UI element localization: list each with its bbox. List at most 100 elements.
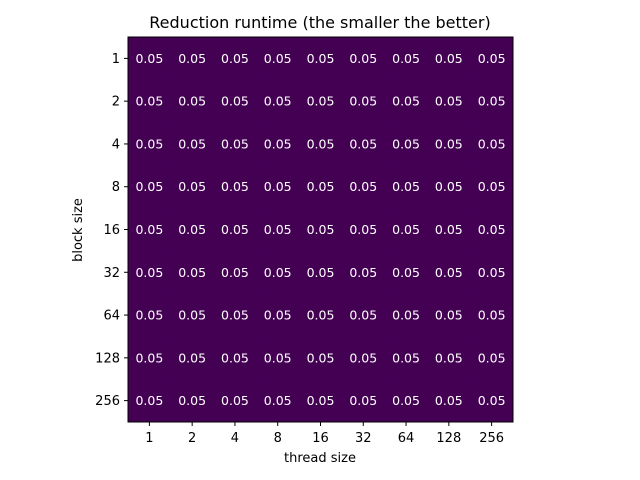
heatmap-cell-value: 0.05 [135,222,163,237]
heatmap-cell [299,37,343,81]
heatmap-cell-value: 0.05 [435,179,463,194]
heatmap-cell-value: 0.05 [178,222,206,237]
heatmap-cell [128,208,172,252]
heatmap-cell [470,37,514,81]
heatmap-cell [384,165,428,209]
heatmap-cell [341,293,386,337]
heatmap-cell [299,293,343,337]
y-tick-label: 128 [95,351,120,366]
heatmap-cell-value: 0.05 [264,51,292,66]
heatmap-cell-value: 0.05 [392,179,420,194]
heatmap-cell-value: 0.05 [307,136,335,151]
heatmap-cell [299,250,343,295]
y-tick-label: 1 [112,52,120,67]
heatmap-cell [256,122,300,166]
heatmap-cell-value: 0.05 [178,308,206,323]
heatmap-cell-value: 0.05 [392,51,420,66]
heatmap-cell-value: 0.05 [435,393,463,408]
heatmap-cell-value: 0.05 [307,265,335,280]
x-tick-label: 16 [312,431,329,446]
x-tick-label: 8 [274,431,282,446]
heatmap-cell [128,165,172,209]
heatmap-cell [170,379,215,423]
heatmap-cell-value: 0.05 [435,350,463,365]
y-tick-label: 32 [103,266,120,281]
heatmap-cell [427,37,471,81]
heatmap-cell-value: 0.05 [264,94,292,109]
heatmap-cell [213,250,257,295]
heatmap-cell-value: 0.05 [392,308,420,323]
x-tick-label: 32 [355,431,372,446]
x-tick-label: 4 [231,431,239,446]
heatmap-cell [299,336,343,380]
x-tick-label: 256 [479,431,504,446]
x-axis-ticks: 1 2 4 8 16 32 64 128 256 [145,422,504,446]
heatmap-cell-value: 0.05 [135,94,163,109]
heatmap-cell-value: 0.05 [435,222,463,237]
heatmap-cell-value: 0.05 [178,350,206,365]
chart-title: Reduction runtime (the smaller the bette… [149,13,490,32]
heatmap-cell-value: 0.05 [178,51,206,66]
heatmap-cell [470,79,514,124]
heatmap-cell [299,165,343,209]
heatmap-cell-value: 0.05 [221,350,249,365]
heatmap-cell [256,293,300,337]
heatmap-cell [427,122,471,166]
x-tick-label: 64 [398,431,415,446]
heatmap-cell-labels: 0.05 0.05 0.05 0.05 0.05 0.05 0.05 0.05 0.05 0.05… [135,51,505,408]
heatmap-cell [256,250,300,295]
heatmap-cell [213,79,257,124]
heatmap-cell-value: 0.05 [392,94,420,109]
heatmap-cell [470,336,514,380]
y-tick-label: 64 [103,309,120,324]
heatmap-cell-value: 0.05 [221,308,249,323]
heatmap-cell [470,122,514,166]
heatmap-cell-value: 0.05 [135,393,163,408]
heatmap-cell-value: 0.05 [435,94,463,109]
heatmap-cell-value: 0.05 [392,222,420,237]
heatmap-cell [341,79,386,124]
heatmap-cell-value: 0.05 [349,51,377,66]
x-tick-label: 2 [188,431,196,446]
heatmap-cell [256,37,300,81]
y-tick-label: 256 [95,394,120,409]
heatmap-cell [213,37,257,81]
heatmap-cell-value: 0.05 [178,94,206,109]
heatmap-cell-value: 0.05 [478,393,506,408]
heatmap-cell-value: 0.05 [307,94,335,109]
heatmap-cell-value: 0.05 [135,350,163,365]
heatmap-cell-value: 0.05 [221,94,249,109]
heatmap-cell [128,293,172,337]
y-tick-label: 8 [112,180,120,195]
heatmap-cell [170,122,215,166]
heatmap-cell [299,79,343,124]
heatmap-cell-value: 0.05 [478,308,506,323]
heatmap-cell-value: 0.05 [349,222,377,237]
heatmap-cell [256,165,300,209]
heatmap-cell [128,37,172,81]
heatmap-cell [341,165,386,209]
heatmap-cell [170,79,215,124]
heatmap-cell [341,208,386,252]
heatmap-cell-value: 0.05 [135,179,163,194]
heatmap-cell [427,79,471,124]
heatmap-cell-value: 0.05 [178,393,206,408]
heatmap-cell [213,165,257,209]
heatmap-cell-value: 0.05 [478,51,506,66]
heatmap-cell-value: 0.05 [135,51,163,66]
heatmap-cell-value: 0.05 [392,136,420,151]
x-tick-label: 128 [436,431,461,446]
heatmap-cell-value: 0.05 [307,308,335,323]
heatmap-cell-value: 0.05 [392,265,420,280]
heatmap-cell [213,122,257,166]
heatmap-cell [384,250,428,295]
heatmap-cell-value: 0.05 [435,51,463,66]
heatmap-cell [384,79,428,124]
heatmap-cell [128,79,172,124]
heatmap-cell [427,293,471,337]
heatmap-cell [213,379,257,423]
heatmap-cell-value: 0.05 [349,393,377,408]
heatmap-cell-value: 0.05 [178,265,206,280]
heatmap-cell [384,379,428,423]
heatmap-cell-value: 0.05 [221,51,249,66]
